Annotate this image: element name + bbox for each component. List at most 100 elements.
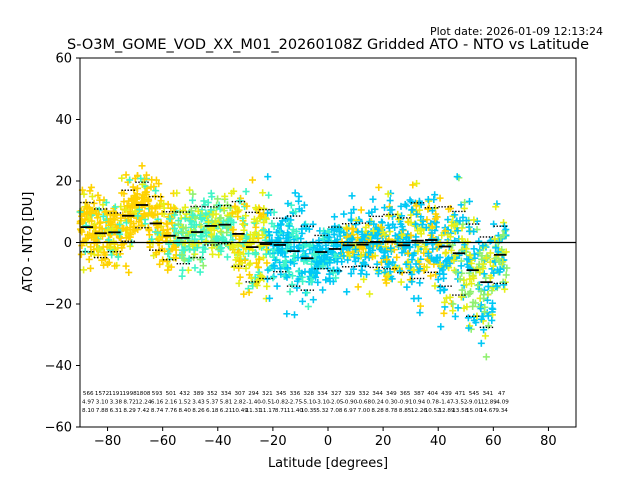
- bin-statistics-annotations: 5664.978.1015723.107.8811913.386.3119988…: [82, 391, 509, 414]
- scatter-point: [291, 311, 298, 318]
- x-tick-label: −20: [259, 434, 286, 449]
- scatter-point: [237, 274, 244, 281]
- scatter-point: [458, 262, 465, 269]
- scatter-point: [485, 283, 492, 290]
- bin-sd-marker: [301, 226, 314, 227]
- bin-stat-label: 334: [221, 391, 232, 397]
- scatter-point: [242, 265, 249, 272]
- x-tick-label: −40: [204, 434, 231, 449]
- scatter-point: [186, 187, 193, 194]
- bin-stat-label: 0.30: [385, 400, 398, 406]
- scatter-point: [437, 195, 444, 202]
- scatter-point: [488, 317, 495, 324]
- scatter-point: [393, 254, 400, 261]
- bin-sd-marker: [287, 215, 300, 216]
- scatter-point: [501, 286, 508, 293]
- y-tick-label: −60: [45, 421, 72, 436]
- bin-stat-label: -3.52: [453, 400, 467, 406]
- y-tick-label: 40: [55, 113, 72, 128]
- scatter-point: [319, 286, 326, 293]
- x-tick-label: 0: [324, 434, 332, 449]
- bin-stat-label: 349: [386, 391, 397, 397]
- bin-stat-label: 294: [248, 391, 259, 397]
- bin-stat-label: 8.74: [151, 408, 164, 414]
- scatter-point: [482, 332, 489, 339]
- x-tick-label: 40: [430, 434, 447, 449]
- scatter-point: [478, 340, 485, 347]
- bin-stat-label: 8.10: [82, 408, 95, 414]
- bin-stat-label: 334: [317, 391, 328, 397]
- scatter-point: [197, 269, 204, 276]
- scatter-point: [288, 202, 295, 209]
- bin-stat-label: 10.35: [301, 408, 317, 414]
- bin-stat-label: 3.43: [192, 400, 205, 406]
- scatter-point: [269, 274, 276, 281]
- scatter-point: [470, 245, 477, 252]
- y-tick-label: −40: [45, 359, 72, 374]
- scatter-point: [200, 262, 207, 269]
- scatter-point: [148, 176, 155, 183]
- scatter-point: [427, 272, 434, 279]
- scatter-point: [359, 267, 366, 274]
- y-tick-label: 60: [55, 52, 72, 67]
- scatter-point: [284, 200, 291, 207]
- scatter-point: [236, 280, 243, 287]
- scatter-point: [179, 273, 186, 280]
- bin-stat-label: 4.97: [82, 400, 95, 406]
- y-tick-label: −20: [45, 298, 72, 313]
- bin-stat-label: 8.72: [123, 400, 135, 406]
- scatter-point: [343, 288, 350, 295]
- scatter-point: [416, 309, 423, 316]
- bin-stat-label: 3.38: [110, 400, 123, 406]
- scatter-point: [470, 216, 477, 223]
- bin-stat-label: 8.28: [371, 408, 384, 414]
- x-tick-label: 60: [485, 434, 502, 449]
- scatter-point: [503, 271, 510, 278]
- scatter-point: [246, 261, 253, 268]
- scatter-point: [369, 196, 376, 203]
- x-tick-label: −80: [94, 434, 121, 449]
- y-tick-label: 20: [55, 175, 72, 190]
- scatter-point: [189, 197, 196, 204]
- scatter-point: [437, 287, 444, 294]
- bin-stat-label: -0.91: [398, 400, 413, 406]
- scatter-point: [410, 295, 417, 302]
- x-tick-label: 80: [540, 434, 557, 449]
- bin-stat-label: 332: [358, 391, 369, 397]
- scatter-point: [274, 283, 281, 290]
- x-axis-label: Latitude [degrees]: [268, 456, 388, 471]
- bin-stat-label: 365: [400, 391, 411, 397]
- scatter-point: [331, 213, 338, 220]
- scatter-point: [118, 175, 125, 182]
- bin-sd-marker: [356, 265, 369, 266]
- bin-sd-marker: [480, 327, 493, 328]
- scatter-point: [305, 303, 312, 310]
- x-tick-label: −60: [149, 434, 176, 449]
- bin-stat-label: 6.97: [344, 408, 357, 414]
- bin-sd-marker: [287, 285, 300, 286]
- scatter-point: [385, 213, 392, 220]
- bin-stat-label: -0.82: [274, 400, 288, 406]
- bin-stat-label: -1.40: [246, 400, 261, 406]
- scatter-point: [474, 218, 481, 225]
- scatter-point: [428, 236, 435, 243]
- bin-stat-label: -2.75: [288, 400, 303, 406]
- bin-stat-label: 387: [414, 391, 425, 397]
- chart-title: S-O3M_GOME_VOD_XX_M01_20260108Z Gridded …: [67, 37, 589, 53]
- bin-stat-label: 307: [234, 391, 245, 397]
- scatter-point: [139, 162, 146, 169]
- scatter-point: [265, 192, 272, 199]
- bin-stat-label: 432: [179, 391, 190, 397]
- bin-stat-label: 8.71: [275, 408, 288, 414]
- bin-stat-label: 389: [193, 391, 204, 397]
- scatter-point: [217, 206, 224, 213]
- bin-stat-label: 327: [331, 391, 342, 397]
- scatter-point: [259, 189, 266, 196]
- bin-stat-label: 1808: [136, 391, 151, 397]
- bin-stat-label: 3.10: [96, 400, 109, 406]
- scatter-point: [208, 190, 215, 197]
- bin-stat-label: -0.51: [260, 400, 275, 406]
- bin-stat-label: 1572: [95, 391, 109, 397]
- bin-stat-label: 404: [427, 391, 438, 397]
